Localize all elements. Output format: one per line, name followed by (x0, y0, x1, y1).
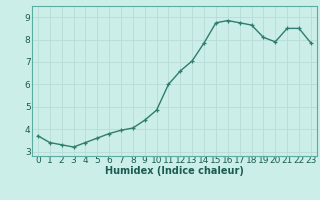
X-axis label: Humidex (Indice chaleur): Humidex (Indice chaleur) (105, 166, 244, 176)
